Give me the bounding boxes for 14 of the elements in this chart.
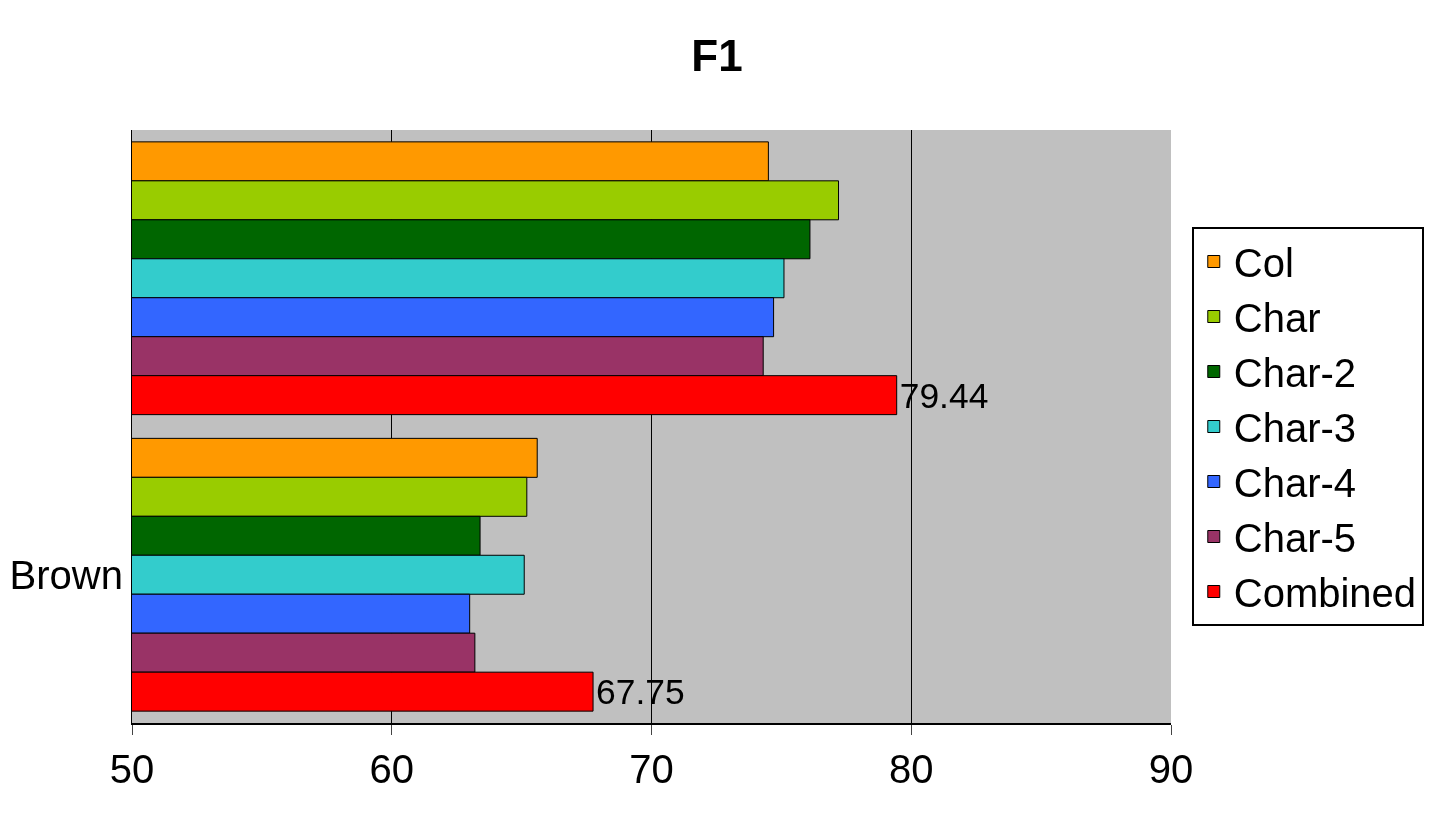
legend-label: Col (1233, 241, 1294, 286)
legend-label: Char-5 (1233, 516, 1357, 561)
x-tick-label: 60 (369, 747, 414, 791)
x-tick-label: 90 (1148, 747, 1194, 791)
legend-label: Char-2 (1233, 351, 1357, 396)
y-tick-label: Brown (9, 552, 123, 597)
legend-label: Char-4 (1233, 461, 1357, 506)
legend-label: Char-3 (1233, 406, 1357, 451)
x-tick-label: 80 (889, 747, 934, 791)
legend-label: Combined (1233, 571, 1417, 616)
x-tick-label: 50 (109, 747, 155, 791)
x-tick-label: 70 (629, 747, 674, 791)
chart-title: F1 (691, 31, 743, 81)
legend-label: Char (1233, 296, 1321, 341)
